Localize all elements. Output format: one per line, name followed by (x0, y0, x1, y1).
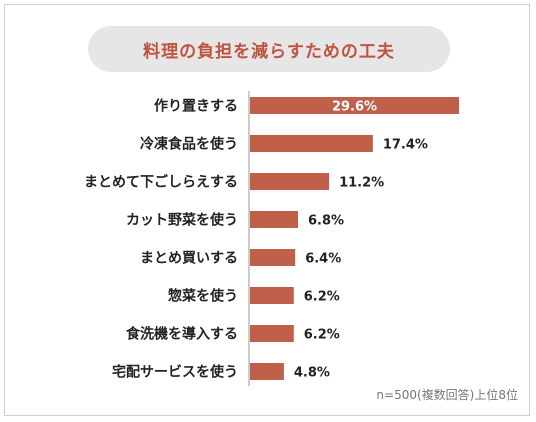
value-label: 6.2% (304, 328, 340, 343)
bar (250, 363, 284, 380)
bar (250, 211, 299, 228)
sample-note: n=500(複数回答)上位8位 (376, 388, 518, 402)
chart-title: 料理の負担を減らすための工夫 (143, 41, 395, 62)
category-label: 惣菜を使う (168, 288, 238, 305)
category-label: 食洗機を導入する (126, 326, 238, 343)
category-label: まとめ買いする (140, 251, 238, 267)
category-label: まとめて下ごしらえする (84, 174, 238, 191)
category-label: 作り置きする (154, 98, 238, 115)
value-label: 6.8% (308, 214, 344, 229)
value-label: 29.6% (332, 100, 377, 115)
category-label: 冷凍食品を使う (140, 136, 238, 153)
category-label: 宅配サービスを使う (112, 364, 238, 381)
value-label: 11.2% (339, 176, 384, 191)
value-label: 17.4% (383, 138, 428, 153)
chart-title-pill: 料理の負担を減らすための工夫 (88, 26, 450, 72)
value-label: 6.2% (304, 290, 340, 305)
category-label: カット野菜を使う (126, 212, 238, 229)
bar (250, 287, 294, 304)
bar (250, 97, 459, 114)
bar (250, 173, 330, 190)
bar (250, 135, 373, 152)
value-label: 6.4% (305, 252, 341, 267)
bar (250, 325, 294, 342)
bar (250, 249, 296, 266)
chart-frame (4, 4, 530, 416)
value-label: 4.8% (294, 366, 330, 381)
